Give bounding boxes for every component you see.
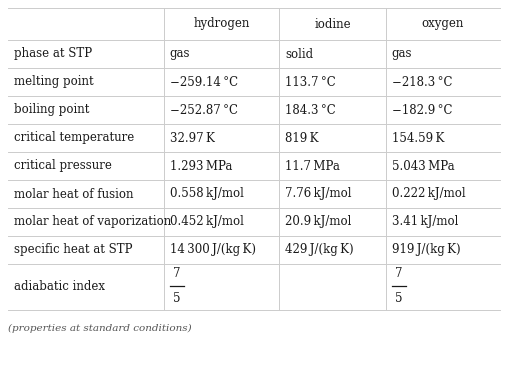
Text: 5: 5	[173, 292, 180, 305]
Text: 184.3 °C: 184.3 °C	[285, 104, 336, 117]
Text: 20.9 kJ/mol: 20.9 kJ/mol	[285, 216, 352, 228]
Text: critical temperature: critical temperature	[14, 132, 134, 144]
Text: −182.9 °C: −182.9 °C	[392, 104, 452, 117]
Text: 7: 7	[173, 267, 180, 280]
Text: 5.043 MPa: 5.043 MPa	[392, 159, 454, 172]
Text: gas: gas	[170, 48, 190, 60]
Text: 0.452 kJ/mol: 0.452 kJ/mol	[170, 216, 243, 228]
Text: critical pressure: critical pressure	[14, 159, 112, 172]
Text: 7.76 kJ/mol: 7.76 kJ/mol	[285, 188, 352, 201]
Text: boiling point: boiling point	[14, 104, 89, 117]
Text: solid: solid	[285, 48, 313, 60]
Text: specific heat at STP: specific heat at STP	[14, 243, 132, 256]
Text: 0.222 kJ/mol: 0.222 kJ/mol	[392, 188, 465, 201]
Text: −252.87 °C: −252.87 °C	[170, 104, 238, 117]
Text: 919 J/(kg K): 919 J/(kg K)	[392, 243, 460, 256]
Text: 113.7 °C: 113.7 °C	[285, 75, 336, 88]
Text: 11.7 MPa: 11.7 MPa	[285, 159, 340, 172]
Text: 1.293 MPa: 1.293 MPa	[170, 159, 232, 172]
Text: oxygen: oxygen	[421, 18, 464, 30]
Text: 7: 7	[395, 267, 403, 280]
Text: 3.41 kJ/mol: 3.41 kJ/mol	[392, 216, 458, 228]
Text: phase at STP: phase at STP	[14, 48, 92, 60]
Text: 819 K: 819 K	[285, 132, 319, 144]
Text: molar heat of vaporization: molar heat of vaporization	[14, 216, 171, 228]
Text: 14 300 J/(kg K): 14 300 J/(kg K)	[170, 243, 256, 256]
Text: gas: gas	[392, 48, 412, 60]
Text: 154.59 K: 154.59 K	[392, 132, 444, 144]
Text: 32.97 K: 32.97 K	[170, 132, 214, 144]
Text: molar heat of fusion: molar heat of fusion	[14, 188, 133, 201]
Text: hydrogen: hydrogen	[193, 18, 249, 30]
Text: −259.14 °C: −259.14 °C	[170, 75, 238, 88]
Text: 5: 5	[395, 292, 403, 305]
Text: melting point: melting point	[14, 75, 94, 88]
Text: adiabatic index: adiabatic index	[14, 280, 105, 294]
Text: 429 J/(kg K): 429 J/(kg K)	[285, 243, 354, 256]
Text: −218.3 °C: −218.3 °C	[392, 75, 452, 88]
Text: iodine: iodine	[314, 18, 351, 30]
Text: (properties at standard conditions): (properties at standard conditions)	[8, 324, 192, 333]
Text: 0.558 kJ/mol: 0.558 kJ/mol	[170, 188, 243, 201]
